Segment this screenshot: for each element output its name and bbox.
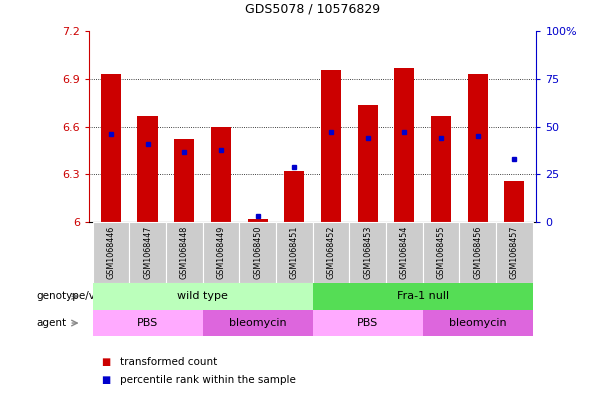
Text: GSM1068451: GSM1068451 [290, 226, 299, 279]
Text: percentile rank within the sample: percentile rank within the sample [120, 375, 295, 385]
Bar [284, 171, 305, 222]
Text: GSM1068457: GSM1068457 [510, 226, 519, 279]
Text: transformed count: transformed count [120, 357, 217, 367]
Text: ■: ■ [101, 357, 110, 367]
Bar [248, 219, 268, 222]
Bar [357, 105, 378, 222]
Text: bleomycin: bleomycin [449, 318, 506, 328]
Text: GSM1068450: GSM1068450 [253, 226, 262, 279]
Bar [321, 70, 341, 222]
Text: GSM1068454: GSM1068454 [400, 226, 409, 279]
Text: PBS: PBS [357, 318, 378, 328]
Text: agent: agent [37, 318, 67, 328]
Text: GSM1068452: GSM1068452 [327, 226, 335, 279]
Bar [431, 116, 451, 222]
Text: wild type: wild type [177, 291, 228, 301]
Text: GDS5078 / 10576829: GDS5078 / 10576829 [245, 3, 380, 16]
Text: GSM1068447: GSM1068447 [143, 226, 152, 279]
Text: bleomycin: bleomycin [229, 318, 286, 328]
Bar [468, 74, 488, 222]
Text: Fra-1 null: Fra-1 null [397, 291, 449, 301]
Text: ■: ■ [101, 375, 110, 385]
Text: GSM1068448: GSM1068448 [180, 226, 189, 279]
Text: GSM1068449: GSM1068449 [216, 226, 226, 279]
Bar [174, 140, 194, 222]
Bar [137, 116, 158, 222]
Bar [211, 127, 231, 222]
Bar [504, 181, 525, 222]
Text: GSM1068456: GSM1068456 [473, 226, 482, 279]
Text: GSM1068453: GSM1068453 [363, 226, 372, 279]
Text: PBS: PBS [137, 318, 158, 328]
Text: GSM1068455: GSM1068455 [436, 226, 446, 279]
Text: genotype/variation: genotype/variation [37, 291, 136, 301]
Bar [101, 74, 121, 222]
Bar [394, 68, 414, 222]
Text: GSM1068446: GSM1068446 [107, 226, 115, 279]
